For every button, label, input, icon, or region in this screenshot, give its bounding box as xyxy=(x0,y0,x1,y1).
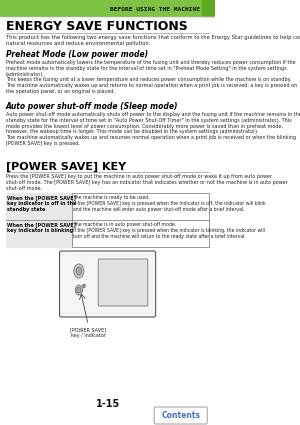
Circle shape xyxy=(76,267,82,275)
Bar xyxy=(6,193,72,220)
Circle shape xyxy=(75,285,82,295)
Text: The machine is in auto power shut-off mode.
If the [POWER SAVE] key is pressed w: The machine is in auto power shut-off mo… xyxy=(73,222,265,238)
Text: Contents: Contents xyxy=(161,411,200,420)
FancyBboxPatch shape xyxy=(154,407,207,424)
Text: 1-15: 1-15 xyxy=(95,399,120,409)
Bar xyxy=(6,220,72,247)
Circle shape xyxy=(82,284,85,288)
Text: ENERGY SAVE FUNCTIONS: ENERGY SAVE FUNCTIONS xyxy=(6,20,187,33)
Text: Preheat Mode (Low power mode): Preheat Mode (Low power mode) xyxy=(6,50,148,59)
Text: Press the [POWER SAVE] key to put the machine in auto power shut-off mode or wak: Press the [POWER SAVE] key to put the ma… xyxy=(6,174,288,190)
Text: [POWER SAVE] KEY: [POWER SAVE] KEY xyxy=(6,162,126,172)
FancyBboxPatch shape xyxy=(59,251,156,317)
Bar xyxy=(6,193,209,247)
Text: Auto power shut-off mode automatically shuts off power to the display and the fu: Auto power shut-off mode automatically s… xyxy=(6,112,300,146)
Text: Auto power shut-off mode (Sleep mode): Auto power shut-off mode (Sleep mode) xyxy=(6,102,178,111)
Bar xyxy=(202,0,215,16)
Text: [POWER SAVE]
key / indicator: [POWER SAVE] key / indicator xyxy=(70,327,106,338)
Text: When the [POWER SAVE]
key indicator is blinking: When the [POWER SAVE] key indicator is b… xyxy=(7,222,76,233)
Text: When the [POWER SAVE]
key indicator is off in the
standby state: When the [POWER SAVE] key indicator is o… xyxy=(7,195,77,212)
Text: The machine is ready to be used.
If the [POWER SAVE] key is pressed when the ind: The machine is ready to be used. If the … xyxy=(73,195,266,212)
FancyBboxPatch shape xyxy=(98,259,148,306)
Bar xyxy=(0,0,215,16)
Circle shape xyxy=(74,264,84,278)
Text: This product has the following two energy save functions that conform to the Ene: This product has the following two energ… xyxy=(6,35,300,46)
Circle shape xyxy=(77,287,81,293)
Text: BEFORE USING THE MACHINE: BEFORE USING THE MACHINE xyxy=(110,6,200,11)
Text: Preheat mode automatically lowers the temperature of the fusing unit and thereby: Preheat mode automatically lowers the te… xyxy=(6,60,297,94)
